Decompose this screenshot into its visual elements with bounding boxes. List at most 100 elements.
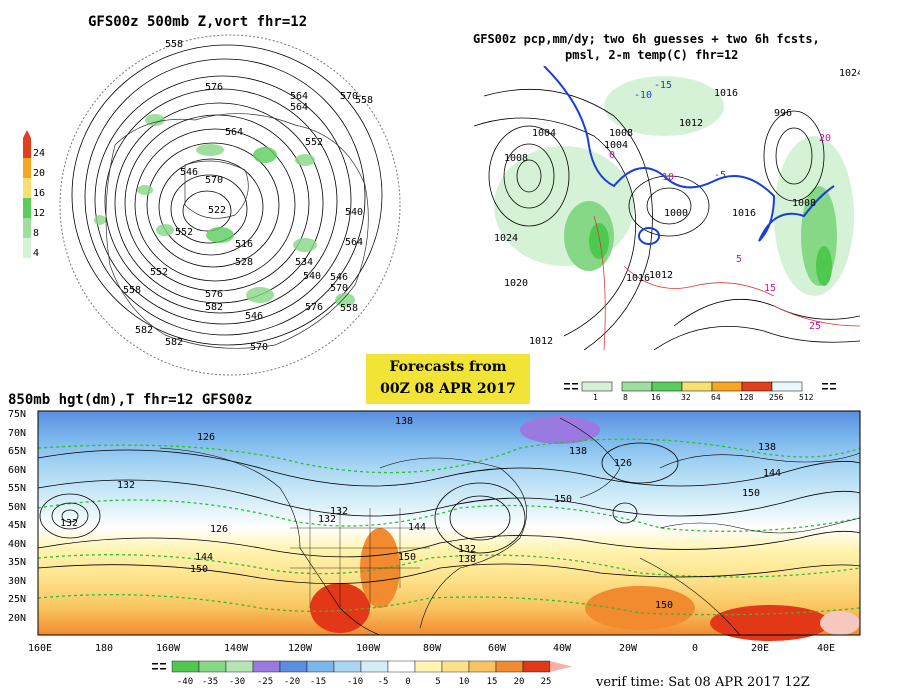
isobars bbox=[474, 88, 860, 350]
lon-label: 40W bbox=[553, 643, 572, 654]
contour-label: 564 bbox=[345, 237, 363, 248]
isobar-label: 1016 bbox=[626, 273, 650, 284]
temp-swatch bbox=[441, 660, 470, 673]
lon-label: 120W bbox=[288, 643, 313, 654]
colorbar-tick: 20 bbox=[514, 677, 525, 687]
longitude-axis: 160E 180 160W 140W 120W 100W 80W 60W 40W… bbox=[28, 643, 835, 654]
contour-label: 582 bbox=[205, 302, 223, 313]
lat-label: 70N bbox=[8, 427, 27, 439]
height-contours-850 bbox=[37, 442, 861, 585]
height-label: 138 bbox=[458, 554, 476, 565]
temp-swatch bbox=[468, 660, 497, 673]
lon-label: 40E bbox=[817, 643, 835, 654]
lon-label: 80W bbox=[423, 643, 442, 654]
contour-label: 576 bbox=[205, 289, 223, 300]
temp-swatch bbox=[198, 660, 227, 673]
isobar-label: 1004 bbox=[532, 128, 556, 139]
panel-precip-title-line1: GFS00z pcp,mm/dy; two 6h guesses + two 6… bbox=[473, 32, 820, 46]
temp-swatch bbox=[225, 660, 254, 673]
colorbar-tick: 256 bbox=[769, 393, 784, 402]
colorbar-tick: -20 bbox=[284, 677, 300, 687]
height-label: 150 bbox=[655, 600, 673, 611]
temperature-colorbar: -40 -35 -30 -25 -20 -15 -10 -5 0 5 10 15… bbox=[152, 660, 572, 687]
height-label: 150 bbox=[554, 494, 572, 505]
vorticity-shading bbox=[94, 114, 355, 307]
lon-label: 20W bbox=[619, 643, 638, 654]
temperature-field bbox=[38, 411, 860, 635]
contour-label: 558 bbox=[123, 285, 141, 296]
lat-label: 25N bbox=[8, 594, 27, 605]
colorbar-swatch-8 bbox=[23, 218, 31, 238]
lat-label: 50N bbox=[8, 501, 27, 513]
contour-label: 546 bbox=[245, 311, 263, 322]
panel-precip-map: 1004 1008 1004 1000 1008 1024 1020 1016 … bbox=[474, 66, 860, 350]
height-label: 132 bbox=[60, 518, 78, 529]
temp-label: -5 bbox=[714, 170, 726, 181]
panel-precip-title-line2: pmsl, 2-m temp(C) fhr=12 bbox=[565, 48, 739, 62]
colorbar-left-dashes bbox=[564, 383, 578, 390]
panel-850mb-title: 850mb hgt(dm),T fhr=12 GFS00z bbox=[8, 392, 253, 408]
panel-500mb-title: GFS00z 500mb Z,vort fhr=12 bbox=[88, 14, 308, 30]
colorbar-swatch-20 bbox=[23, 158, 31, 178]
temp-swatch bbox=[360, 660, 389, 673]
lon-label: 160W bbox=[156, 643, 181, 654]
temp-swatch bbox=[414, 660, 443, 673]
contour-labels: 558 576 564 564 570 564 552 546 540 552 … bbox=[123, 39, 373, 353]
colorbar-tick: 32 bbox=[681, 393, 691, 402]
isobar-label: 1012 bbox=[649, 270, 673, 281]
temp-colorbar-ticks: -40 -35 -30 -25 -20 -15 -10 -5 0 5 10 15… bbox=[177, 677, 552, 687]
colorbar-swatch-12 bbox=[23, 198, 31, 218]
state-borders bbox=[290, 508, 440, 608]
colorbar-tick: 5 bbox=[435, 677, 440, 687]
contour-label: 516 bbox=[235, 239, 253, 250]
contour-label: 558 bbox=[165, 39, 183, 50]
verif-time: verif time: Sat 08 APR 2017 12Z bbox=[596, 675, 810, 690]
colorbar-swatch-4 bbox=[23, 238, 31, 258]
lon-label: 180 bbox=[95, 643, 113, 654]
colorbar-tick: 128 bbox=[739, 393, 754, 402]
height-label: 132 bbox=[117, 480, 135, 491]
temp-swatch bbox=[252, 660, 281, 673]
colorbar-tick: -30 bbox=[229, 677, 245, 687]
panel-precip-colorbar: 1 8 16 32 64 128 256 512 bbox=[564, 381, 836, 402]
precip-swatch-1 bbox=[581, 381, 613, 392]
temp-colorbar-right-arrow bbox=[550, 661, 572, 672]
forecast-init-box: Forecasts from 00Z 08 APR 2017 bbox=[366, 354, 530, 404]
contour-label: 546 bbox=[330, 272, 348, 283]
height-label: 138 bbox=[569, 446, 587, 457]
height-label: 144 bbox=[195, 552, 213, 563]
lon-label: 0 bbox=[692, 643, 698, 654]
lat-label: 75N bbox=[8, 409, 27, 420]
lat-label: 45N bbox=[8, 520, 27, 531]
height-labels: 132 138 126 132 132 150 144 132 138 126 … bbox=[60, 416, 781, 611]
lat-label: 60N bbox=[8, 464, 27, 476]
coastlines-850 bbox=[159, 417, 861, 636]
lat-label: 40N bbox=[8, 538, 27, 550]
precip-swatch-64 bbox=[711, 381, 743, 392]
lat-label: 30N bbox=[8, 575, 27, 587]
colorbar-tick: 10 bbox=[459, 677, 470, 687]
forecast-box-line2: 00Z 08 APR 2017 bbox=[380, 381, 516, 397]
contour-label: 582 bbox=[165, 337, 183, 348]
panel-500mb-map: 558 576 564 564 570 564 552 546 540 552 … bbox=[59, 34, 401, 376]
contour-label: 558 bbox=[340, 303, 358, 314]
lat-label: 20N bbox=[8, 612, 27, 624]
contour-label: 534 bbox=[295, 257, 313, 268]
isobar-label: 1016 bbox=[732, 208, 756, 219]
colorbar-swatch-16 bbox=[23, 178, 31, 198]
coastlines bbox=[105, 113, 369, 349]
height-label: 138 bbox=[395, 416, 413, 427]
contour-label: 576 bbox=[205, 82, 223, 93]
isobar-label: 1016 bbox=[714, 88, 738, 99]
isobar-label: 1000 bbox=[664, 208, 688, 219]
colorbar-tick: 0 bbox=[405, 677, 410, 687]
contour-label: 552 bbox=[305, 137, 323, 148]
contour-label: 582 bbox=[135, 325, 153, 336]
height-label: 144 bbox=[763, 468, 781, 479]
temp-swatch bbox=[495, 660, 524, 673]
colorbar-tick: 8 bbox=[33, 228, 39, 239]
colorbar-tick: 25 bbox=[541, 677, 552, 687]
temp-swatch bbox=[279, 660, 308, 673]
colorbar-tick: -40 bbox=[177, 677, 193, 687]
isobar-label: 1008 bbox=[792, 198, 816, 209]
